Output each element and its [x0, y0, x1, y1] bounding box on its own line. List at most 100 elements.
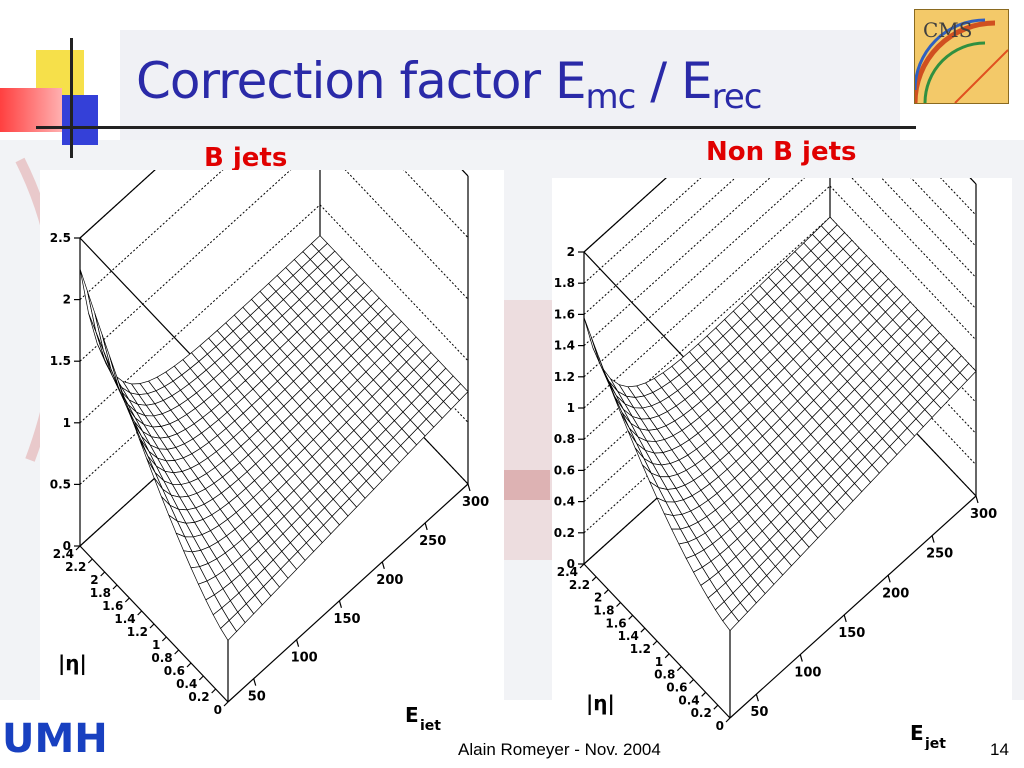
- e-axis-label-sub: jet: [924, 736, 946, 750]
- e-tick: [381, 561, 385, 570]
- z-tick-label: 1.5: [50, 354, 71, 368]
- eta-tick: [137, 610, 143, 616]
- chart-b-jets-svg: 00.511.522.52.42.221.81.61.41.210.80.60.…: [6, 19, 489, 734]
- surface-mesh: [583, 216, 977, 632]
- eta-tick-label: 1.4: [618, 629, 639, 643]
- e-tick: [799, 654, 803, 662]
- z-gridline-right: [829, 154, 977, 310]
- eta-tick: [100, 571, 106, 577]
- z-tick-label: 2: [63, 293, 71, 307]
- eta-tick-label: 1.8: [593, 604, 614, 618]
- e-tick-label: 200: [882, 586, 909, 601]
- e-tick-label: 200: [376, 573, 403, 588]
- eta-tick: [713, 704, 719, 710]
- title-separator: / E: [635, 52, 712, 110]
- eta-tick: [628, 614, 634, 620]
- surface-cell: [220, 619, 238, 641]
- z-gridline-right: [829, 341, 977, 497]
- box-top-right-edge: [829, 29, 977, 185]
- eta-tick: [186, 662, 192, 668]
- e-tick-label: 150: [333, 612, 360, 627]
- z-tick-label: 1.8: [554, 276, 575, 290]
- title-main: Correction factor E: [136, 52, 587, 110]
- eta-axis-label: |η|: [58, 651, 87, 675]
- eta-axis-label: |η|: [586, 691, 615, 715]
- eta-tick-label: 0: [214, 703, 222, 717]
- title-sub-mc: mc: [585, 77, 637, 117]
- umh-logo: UMH: [2, 716, 108, 756]
- z-gridline-right: [829, 29, 977, 185]
- eta-tick: [87, 558, 93, 564]
- z-tick-label: 2: [567, 245, 575, 259]
- e-tick-label: 100: [291, 651, 318, 666]
- chart-non-b-jets-svg: 00.20.40.60.811.21.41.61.822.42.221.81.6…: [524, 29, 997, 752]
- z-gridline-back: [583, 216, 831, 440]
- eta-tick: [161, 636, 167, 642]
- eta-tick-label: 2: [90, 573, 98, 587]
- eta-tick: [640, 627, 646, 633]
- z-gridline-right: [829, 279, 977, 434]
- footer-author: Alain Romeyer - Nov. 2004: [458, 740, 661, 759]
- eta-tick-label: 0.8: [654, 668, 675, 682]
- eta-tick-label: 0.4: [176, 677, 197, 691]
- eta-tick-label: 1.2: [630, 642, 651, 656]
- z-gridline-right: [829, 123, 977, 278]
- z-tick-label: 0: [567, 557, 575, 571]
- eta-tick: [174, 649, 180, 655]
- eta-tick: [211, 688, 217, 694]
- eta-tick-label: 2.2: [65, 560, 86, 574]
- eta-tick-label: 1.8: [90, 586, 111, 600]
- e-tick: [975, 495, 979, 504]
- e-tick: [424, 522, 428, 531]
- z-gridline-back: [79, 19, 321, 239]
- e-tick-label: 50: [248, 690, 266, 705]
- eta-tick-label: 0: [716, 719, 724, 733]
- decor-blue-square: [62, 95, 98, 145]
- e-tick: [887, 575, 891, 583]
- eta-tick: [579, 563, 585, 569]
- cms-logo: CMS: [914, 9, 1009, 104]
- eta-tick: [725, 717, 731, 723]
- box-top-right-edge: [319, 19, 469, 177]
- eta-tick: [149, 623, 155, 629]
- eta-tick-label: 1.2: [127, 625, 148, 639]
- z-tick-label: 0.2: [554, 526, 575, 540]
- eta-tick: [112, 584, 118, 590]
- e-tick-label: 250: [419, 534, 446, 549]
- eta-tick-label: 0.2: [188, 690, 209, 704]
- umh-logo-text: UMH: [2, 716, 108, 756]
- eta-tick-label: 1: [655, 655, 663, 669]
- z-tick-label: 2.5: [50, 231, 71, 245]
- eta-tick: [603, 589, 609, 595]
- eta-tick-label: 0.4: [678, 693, 699, 707]
- e-axis-line: [729, 495, 977, 719]
- z-tick-label: 1: [63, 416, 71, 430]
- eta-tick-label: 0.2: [691, 706, 712, 720]
- z-tick-label: 0: [63, 539, 71, 553]
- z-tick-label: 1.2: [554, 370, 575, 384]
- eta-tick-label: 1.4: [114, 612, 135, 626]
- surface-cell: [79, 268, 97, 332]
- z-gridline-right: [319, 19, 469, 177]
- z-tick-label: 0.6: [554, 463, 575, 477]
- e-tick-label: 250: [926, 547, 953, 562]
- eta-tick: [75, 545, 81, 551]
- e-tick: [931, 535, 935, 543]
- z-tick-label: 0.5: [50, 477, 71, 491]
- eta-tick-label: 2.4: [557, 565, 578, 579]
- eta-tick: [223, 701, 229, 707]
- e-tick: [253, 678, 257, 686]
- e-tick: [755, 694, 759, 702]
- e-tick: [295, 639, 300, 647]
- eta-tick-label: 0.8: [151, 651, 172, 665]
- eta-tick: [701, 691, 707, 697]
- decor-red-bar: [0, 88, 62, 132]
- eta-tick-label: 1: [152, 638, 160, 652]
- box-top-back-edge: [79, 19, 321, 239]
- e-tick-label: 300: [970, 507, 997, 522]
- decor-vertical-line: [70, 38, 73, 158]
- e-tick: [467, 483, 471, 492]
- z-gridline-right: [829, 92, 977, 247]
- z-gridline-back: [583, 185, 831, 409]
- page-number: 14: [990, 740, 1009, 759]
